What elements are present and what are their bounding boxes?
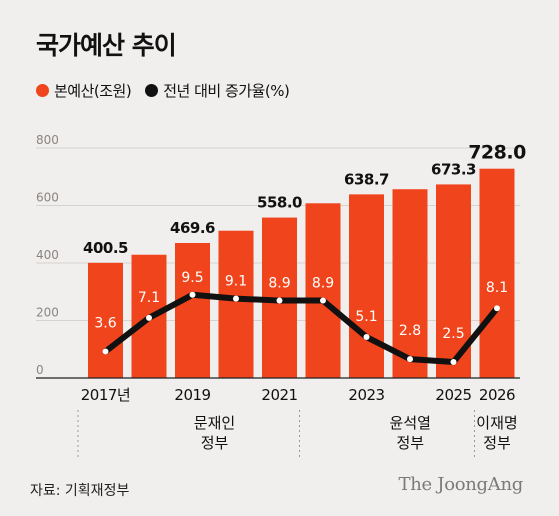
budget-chart: 800 600 400 200 0 400.5 469.6 558.0 638.7 673.372… — [36, 133, 527, 458]
x-tick-label: 2021 — [261, 386, 297, 404]
legend-budget: 본예산(조원) — [36, 80, 132, 101]
government-label: 이재명 — [476, 414, 517, 432]
legend-budget-label: 본예산(조원) — [54, 82, 132, 100]
y-tick-label: 800 — [36, 133, 59, 147]
growth-value-label: 8.9 — [268, 276, 290, 292]
growth-point — [450, 359, 457, 365]
growth-value-label: 2.5 — [442, 326, 464, 342]
growth-point — [276, 297, 283, 304]
growth-point — [146, 314, 152, 321]
growth-point — [320, 297, 326, 304]
budget-bar — [88, 262, 123, 378]
budget-bar — [479, 168, 515, 378]
brand-logo: The JoongAng — [398, 474, 524, 495]
growth-point — [363, 334, 370, 341]
budget-value-label: 400.5 — [83, 239, 128, 257]
legend: 본예산(조원) 전년 대비 증가율(%) — [36, 80, 303, 101]
growth-value-label: 5.1 — [355, 309, 377, 325]
legend-growth-swatch — [145, 84, 159, 97]
government-label: 정부 — [483, 434, 511, 452]
growth-line — [102, 291, 500, 365]
government-label: 정부 — [396, 434, 424, 452]
x-tick-label: 2017년 — [81, 386, 130, 404]
budget-bar — [305, 203, 341, 378]
budget-value-label: 638.7 — [344, 170, 389, 188]
budget-value-label: 728.0 — [468, 142, 526, 164]
y-tick-label: 400 — [36, 248, 59, 262]
budget-value-label: 469.6 — [170, 219, 215, 237]
growth-value-label: 9.5 — [181, 270, 203, 286]
x-tick-label: 2023 — [348, 386, 384, 404]
growth-point — [189, 291, 196, 298]
legend-growth-label: 전년 대비 증가율(%) — [163, 82, 290, 100]
growth-value-label: 8.9 — [312, 276, 334, 292]
government-label: 정부 — [201, 434, 229, 452]
budget-bar — [175, 242, 210, 378]
y-tick-label: 0 — [36, 363, 44, 377]
growth-value-label: 2.8 — [399, 323, 421, 339]
chart-title: 국가예산 추이 — [36, 31, 177, 60]
budget-value-label: 558.0 — [257, 194, 302, 212]
growth-value-label: 7.1 — [138, 290, 160, 306]
growth-value-label: 9.1 — [225, 274, 247, 290]
budget-value-label: 673.3 — [431, 160, 476, 178]
budget-bar — [218, 230, 254, 378]
y-tick-label: 200 — [36, 306, 59, 320]
government-label: 문재인 — [194, 414, 235, 432]
growth-point — [407, 356, 413, 363]
growth-value-label: 8.1 — [486, 280, 508, 296]
government-label: 윤석열 — [390, 414, 431, 432]
x-tick-label: 2019 — [174, 386, 210, 404]
budget-bar — [349, 194, 384, 378]
legend-growth: 전년 대비 증가율(%) — [145, 80, 290, 101]
x-tick-label: 2025 — [435, 386, 471, 404]
legend-budget-swatch — [36, 84, 49, 97]
x-tick-label: 2026 — [479, 386, 515, 404]
budget-bar — [392, 189, 428, 378]
source-note: 자료: 기획재정부 — [30, 483, 130, 499]
growth-point — [494, 305, 500, 312]
y-tick-label: 600 — [36, 191, 59, 205]
growth-value-label: 3.6 — [94, 315, 116, 331]
growth-point — [102, 348, 109, 355]
growth-point — [233, 295, 239, 302]
